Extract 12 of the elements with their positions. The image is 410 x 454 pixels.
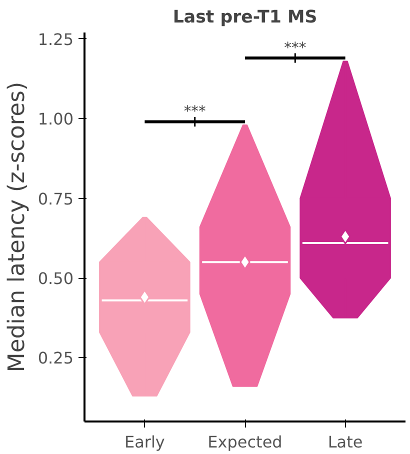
y-tick-label: 1.00 [38, 110, 74, 129]
x-tick-label: Expected [208, 432, 282, 452]
y-axis-title: Median latency (z-scores) [4, 82, 30, 372]
annotation: *** [284, 39, 306, 56]
y-tick-label: 0.75 [38, 189, 74, 208]
y-tick-label: 0.25 [38, 348, 74, 368]
x-tick-label: Late [328, 432, 363, 452]
y-tick-label: 0.50 [38, 269, 74, 288]
chart-title: Last pre-T1 MS [172, 8, 318, 28]
annotation: *** [184, 103, 206, 120]
y-tick-label: 1.25 [38, 30, 74, 49]
x-tick-label: Early [124, 432, 165, 452]
